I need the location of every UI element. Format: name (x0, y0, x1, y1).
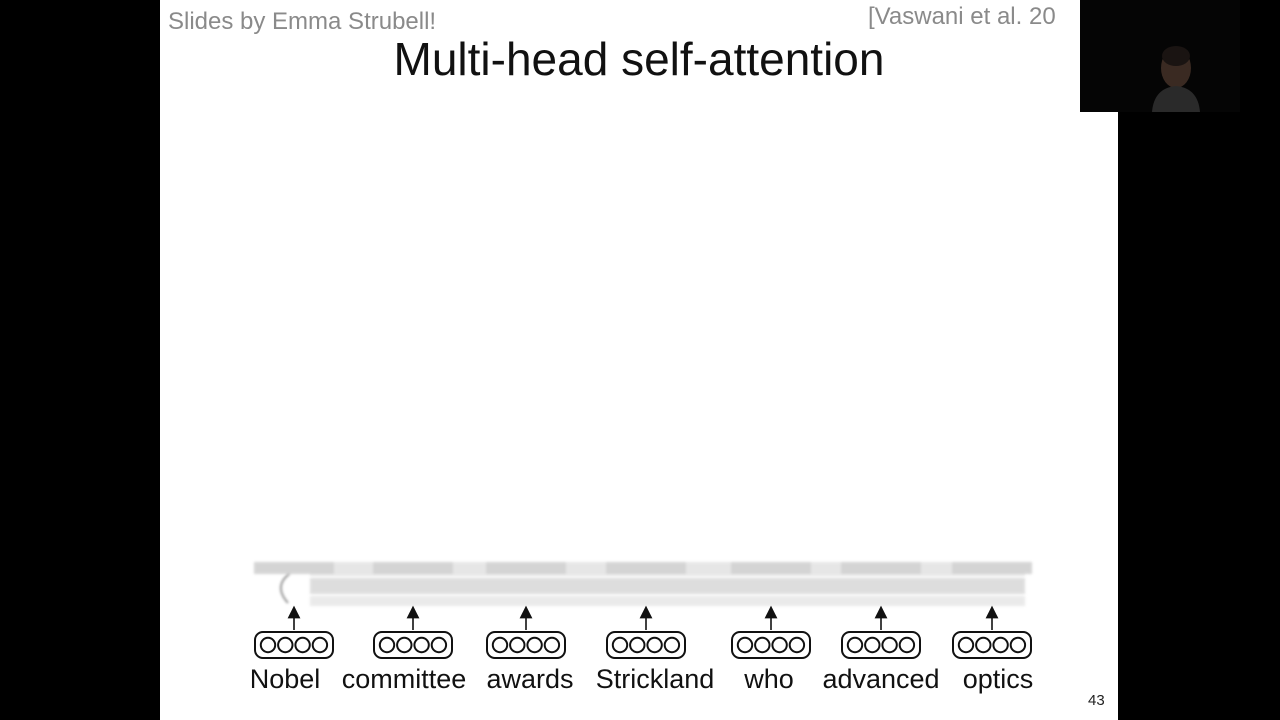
vector-unit (864, 636, 881, 654)
token-layer (254, 605, 1032, 659)
token-vector (373, 605, 453, 659)
vector-unit (736, 636, 754, 654)
token-vector (841, 605, 921, 659)
vector-unit (396, 636, 413, 654)
attention-diagram-graphic (254, 562, 1032, 659)
vector-unit (259, 636, 277, 654)
vector-unit (430, 636, 448, 654)
page-number: 43 (1088, 692, 1105, 709)
vector-unit (663, 636, 681, 654)
vector-unit (413, 636, 430, 654)
vector-unit (611, 636, 629, 654)
vector-unit (1009, 636, 1027, 654)
vector-unit (754, 636, 771, 654)
token-vector (606, 605, 686, 659)
token-label: committee (341, 664, 467, 694)
vector-unit (957, 636, 975, 654)
token-vector (952, 605, 1032, 659)
vector-unit (788, 636, 806, 654)
presenter-video-icon (1152, 46, 1200, 112)
token-vector (254, 605, 334, 659)
vector-unit (975, 636, 992, 654)
vector-box (486, 631, 566, 659)
slide-credit: Slides by Emma Strubell! (168, 8, 437, 35)
token-label: awards (486, 664, 574, 694)
token-label: advanced (822, 664, 940, 694)
vector-unit (294, 636, 311, 654)
vector-unit (992, 636, 1009, 654)
token-label: Nobel (249, 664, 321, 694)
token-vector (486, 605, 566, 659)
vector-box (254, 631, 334, 659)
webcam-overlay (1080, 0, 1240, 112)
vector-unit (898, 636, 916, 654)
slide-citation: [Vaswani et al. 20 (868, 3, 1056, 30)
vector-box (841, 631, 921, 659)
vector-unit (526, 636, 543, 654)
vector-unit (277, 636, 294, 654)
vector-unit (646, 636, 663, 654)
attention-diagram: Nobel committee awards Strickland who ad… (160, 540, 1118, 720)
token-vector (731, 605, 811, 659)
vector-unit (311, 636, 329, 654)
vector-unit (846, 636, 864, 654)
token-label: optics (962, 664, 1034, 694)
vector-unit (771, 636, 788, 654)
vector-unit (543, 636, 561, 654)
vector-unit (629, 636, 646, 654)
vector-box (731, 631, 811, 659)
vector-box (606, 631, 686, 659)
slide: Slides by Emma Strubell! [Vaswani et al.… (160, 0, 1118, 720)
token-label: Strickland (595, 664, 715, 694)
vector-unit (491, 636, 509, 654)
vector-unit (509, 636, 526, 654)
vector-box (952, 631, 1032, 659)
token-label: who (744, 664, 794, 694)
vector-unit (378, 636, 396, 654)
vector-unit (881, 636, 898, 654)
vector-box (373, 631, 453, 659)
faded-attention-layer (254, 562, 1032, 606)
slide-title: Multi-head self-attention (393, 33, 885, 85)
